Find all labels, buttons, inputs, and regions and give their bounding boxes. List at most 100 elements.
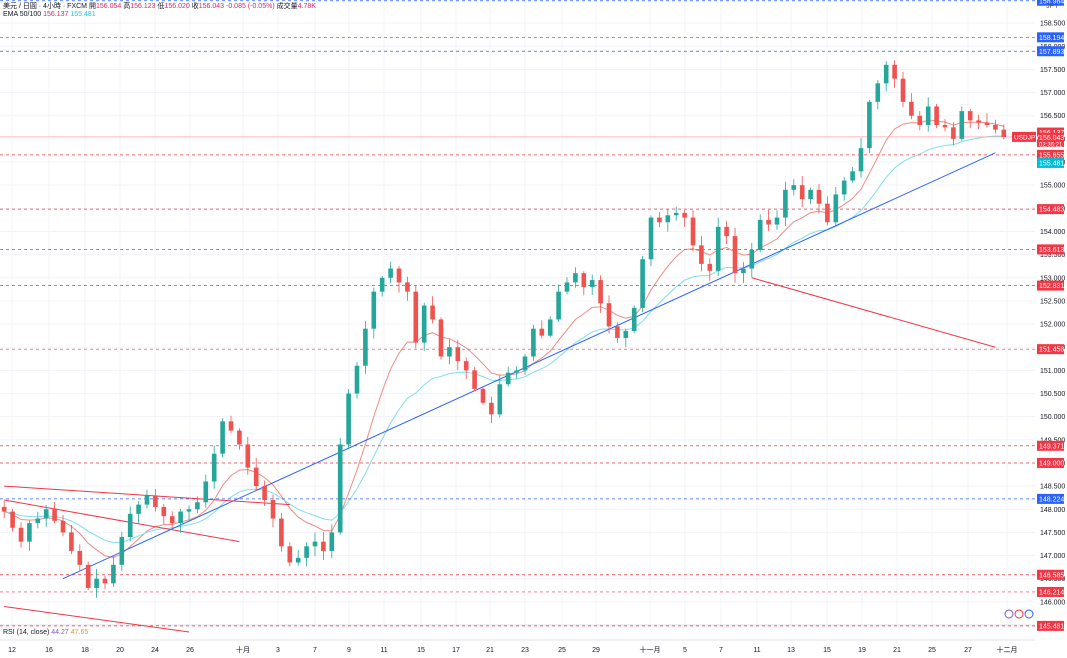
price-axis: 158.500158.000157.500157.000156.500156.0… bbox=[1040, 21, 1065, 607]
candle bbox=[312, 532, 318, 557]
candle-body bbox=[195, 502, 200, 510]
candle-body bbox=[371, 291, 377, 329]
trendline bbox=[4, 605, 190, 633]
candle bbox=[287, 542, 293, 567]
price-level-tag bbox=[1037, 280, 1064, 291]
x-tick-label: 23 bbox=[521, 647, 529, 654]
price-level-tag bbox=[1037, 204, 1064, 215]
candle-body bbox=[732, 236, 738, 274]
candle-body bbox=[791, 185, 797, 190]
candle-body bbox=[396, 268, 402, 283]
candle-body bbox=[304, 546, 309, 558]
time-axis: 12 16 18 20 24 26 十月 3 7 9 11 15 17 21 23 25 29 十一月 5 7 11 13… bbox=[8, 645, 1017, 654]
price-level-tag bbox=[1037, 149, 1064, 160]
candle bbox=[774, 210, 780, 230]
candle-body bbox=[640, 259, 645, 308]
candle-body bbox=[825, 203, 830, 223]
candle-body bbox=[934, 106, 939, 125]
candle bbox=[421, 302, 427, 352]
candle-body bbox=[178, 511, 183, 524]
candle bbox=[791, 179, 797, 196]
last-price-label: 156.043 bbox=[1039, 135, 1064, 142]
candle bbox=[883, 61, 889, 92]
event-circle bbox=[1014, 609, 1024, 619]
candle-body bbox=[699, 245, 704, 264]
ema-header[interactable]: EMA 50/100 156.137 155.481 bbox=[3, 11, 96, 18]
candle-body bbox=[522, 356, 528, 371]
chart-event-icon[interactable] bbox=[1024, 609, 1034, 619]
candle-body bbox=[287, 546, 293, 563]
candle-body bbox=[346, 393, 351, 445]
candle bbox=[203, 474, 209, 508]
chart-event-icon[interactable] bbox=[1014, 609, 1024, 619]
candle-body bbox=[556, 291, 561, 320]
rsi-header[interactable]: RSI (14, close) 44.27 47.65 bbox=[3, 629, 88, 636]
change-value: -0.085 (-0.05%) bbox=[226, 3, 275, 10]
candle bbox=[245, 436, 251, 475]
x-tick-label: 7 bbox=[719, 647, 723, 654]
x-tick-label: 11 bbox=[753, 647, 760, 654]
high-label: 高 bbox=[123, 3, 131, 10]
candle bbox=[85, 561, 91, 591]
open-value: 156.054 bbox=[95, 3, 122, 10]
candle-body bbox=[799, 185, 805, 200]
candle bbox=[447, 339, 452, 365]
candle bbox=[60, 514, 66, 537]
candle bbox=[598, 275, 603, 313]
x-tick-label: 11 bbox=[380, 647, 387, 654]
rsi-value: 44.27 bbox=[51, 629, 69, 636]
candle-body bbox=[690, 217, 696, 246]
price-level-label: 149.000 bbox=[1039, 460, 1064, 467]
candle bbox=[993, 119, 998, 134]
candle-body bbox=[312, 541, 318, 547]
y-tick-label: 156.500 bbox=[1040, 113, 1065, 120]
candle bbox=[388, 261, 393, 284]
candle-body bbox=[657, 217, 662, 223]
candle-body bbox=[875, 83, 881, 102]
high-value: 156.123 bbox=[130, 3, 156, 10]
candle bbox=[94, 569, 99, 598]
candle bbox=[615, 322, 620, 343]
candle bbox=[396, 265, 402, 293]
candle-body bbox=[136, 504, 141, 514]
candle-body bbox=[279, 518, 284, 547]
symbol-name: 美元 / 日圓 · 4小時 · FXCM bbox=[3, 3, 87, 10]
price-level-tag bbox=[1037, 46, 1064, 57]
ema100-value: 155.481 bbox=[70, 11, 96, 18]
x-tick-label: 13 bbox=[787, 647, 795, 654]
candle-body bbox=[27, 523, 32, 542]
candle-body bbox=[153, 495, 158, 507]
candle bbox=[413, 284, 419, 349]
price-level-label: 149.371 bbox=[1039, 443, 1064, 450]
candle bbox=[463, 357, 469, 380]
candle bbox=[321, 532, 326, 560]
symbol-header: 美元 / 日圓 · 4小時 · FXCM 開156.054 高156.123 低… bbox=[3, 1, 316, 11]
ema-label: EMA 50/100 bbox=[3, 11, 42, 18]
ema100-tag bbox=[1037, 157, 1064, 168]
close-value: 156.043 bbox=[198, 3, 225, 10]
low-label: 低 bbox=[157, 3, 165, 10]
candle bbox=[472, 367, 477, 392]
candle-body bbox=[867, 101, 872, 149]
candle-body bbox=[447, 347, 452, 357]
candle bbox=[657, 212, 662, 228]
candle-body bbox=[900, 78, 906, 102]
chart-event-icon[interactable] bbox=[1004, 609, 1014, 619]
x-tick-label: 20 bbox=[116, 647, 124, 654]
candle bbox=[329, 524, 335, 559]
volume-value: 4.78K bbox=[297, 3, 316, 10]
candle-body bbox=[547, 319, 553, 336]
y-tick-label: 146.000 bbox=[1040, 599, 1065, 606]
candle bbox=[673, 206, 679, 221]
candle-body bbox=[295, 557, 301, 563]
candle-body bbox=[430, 305, 435, 320]
candle bbox=[337, 437, 343, 535]
candle-body bbox=[237, 430, 242, 445]
candle bbox=[808, 187, 813, 205]
candle-body bbox=[186, 509, 192, 512]
candle bbox=[732, 227, 738, 283]
x-tick-label: 17 bbox=[452, 647, 460, 654]
candle bbox=[489, 396, 494, 424]
price-level-label: 151.458 bbox=[1039, 347, 1064, 354]
